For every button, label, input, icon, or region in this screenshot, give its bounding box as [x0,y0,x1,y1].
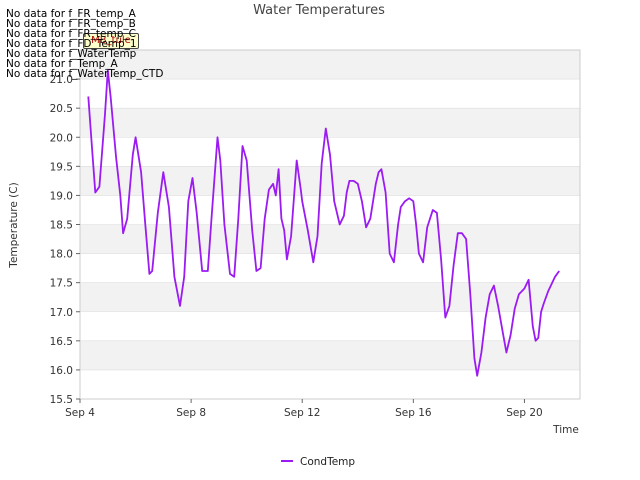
series-line-condtemp [87,69,560,377]
no-data-message: No data for f_WaterTemp_CTD [6,68,164,80]
no-data-messages: No data for f_FR_temp_A No data for f_FR… [6,8,164,80]
background-band [80,282,580,312]
background-band [80,79,580,109]
background-band [80,369,580,399]
y-axis-ticks: 15.5 16.0 16.5 17.0 17.5 18.0 18.5 19.0 19.5 20.0… [50,74,80,406]
legend: CondTemp [281,456,355,468]
background-band [80,108,580,138]
no-data-message: No data for f_Temp_A [6,58,118,70]
site-tag-label: MB_tule [83,33,139,49]
no-data-message: No data for f_FR_temp_A [6,8,136,20]
y-tick-label: 20.5 [50,103,73,115]
no-data-message: No data for f_FD_Temp_1 [6,38,137,50]
no-data-message: No data for f_FR_temp_C [6,28,136,40]
no-data-message: No data for f_FR_temp_B [6,18,136,30]
x-axis-ticks: Sep 4 Sep 8 Sep 12 Sep 16 Sep 20 [65,399,543,419]
background-bands [80,50,580,399]
y-tick-label: 16.5 [50,336,73,348]
y-tick-label: 19.5 [50,161,73,173]
x-tick-label: Sep 20 [506,407,543,419]
y-axis-label: Temperature (C) [8,182,20,268]
x-tick-label: Sep 4 [65,407,95,419]
y-tick-label: 17.5 [50,278,73,290]
legend-label-condtemp: CondTemp [300,456,355,468]
background-band [80,340,580,370]
chart-title: Water Temperatures [253,3,385,18]
y-tick-label: 20.0 [50,132,73,144]
y-tick-label: 21.0 [50,74,73,86]
x-axis-label: Time [552,424,579,436]
background-band [80,50,580,80]
y-tick-label: 19.0 [50,190,73,202]
series-layer [87,69,560,377]
x-tick-label: Sep 8 [176,407,206,419]
background-band [80,195,580,225]
y-tick-label: 15.5 [50,394,73,406]
background-band [80,311,580,341]
x-tick-label: Sep 12 [284,407,321,419]
y-tick-label: 18.0 [50,249,73,261]
background-band [80,166,580,196]
y-tick-label: 18.5 [50,220,73,232]
y-tick-label: 17.0 [50,307,73,319]
background-band [80,253,580,283]
y-tick-label: 16.0 [50,365,73,377]
no-data-message: No data for f_WaterTemp [6,48,137,60]
x-tick-label: Sep 16 [395,407,432,419]
background-band [80,224,580,254]
